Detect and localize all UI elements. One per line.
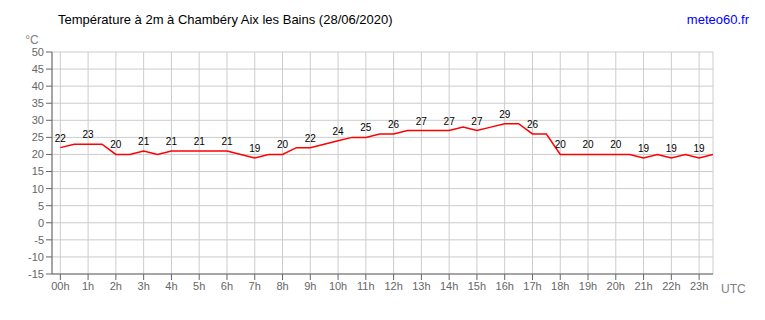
svg-text:22: 22 — [55, 133, 67, 144]
svg-text:00h: 00h — [51, 280, 69, 292]
svg-text:40: 40 — [32, 80, 44, 92]
svg-text:20: 20 — [582, 139, 594, 150]
svg-text:4h: 4h — [165, 280, 177, 292]
svg-text:20: 20 — [555, 139, 567, 150]
svg-text:18h: 18h — [551, 280, 569, 292]
svg-text:2h: 2h — [110, 280, 122, 292]
svg-text:15h: 15h — [468, 280, 486, 292]
svg-text:22h: 22h — [662, 280, 680, 292]
svg-text:19h: 19h — [579, 280, 597, 292]
svg-text:50: 50 — [32, 46, 44, 58]
svg-text:20: 20 — [277, 139, 289, 150]
svg-text:21: 21 — [166, 136, 178, 147]
svg-text:21h: 21h — [634, 280, 652, 292]
svg-text:-10: -10 — [28, 251, 44, 263]
svg-text:23: 23 — [83, 129, 95, 140]
svg-text:7h: 7h — [249, 280, 261, 292]
svg-text:17h: 17h — [523, 280, 541, 292]
svg-text:°C: °C — [25, 33, 39, 47]
svg-text:21: 21 — [138, 136, 150, 147]
svg-text:13h: 13h — [412, 280, 430, 292]
svg-text:-15: -15 — [28, 268, 44, 280]
svg-text:23h: 23h — [690, 280, 708, 292]
svg-text:9h: 9h — [304, 280, 316, 292]
svg-text:19: 19 — [249, 143, 261, 154]
svg-text:1h: 1h — [82, 280, 94, 292]
svg-text:29: 29 — [499, 109, 511, 120]
svg-text:0: 0 — [38, 217, 44, 229]
svg-text:20: 20 — [610, 139, 622, 150]
svg-text:19: 19 — [638, 143, 650, 154]
html-text:meteo60.fr: meteo60.fr — [686, 11, 749, 27]
svg-text:24: 24 — [333, 126, 345, 137]
svg-text:5h: 5h — [193, 280, 205, 292]
svg-text:19: 19 — [666, 143, 678, 154]
svg-text:20h: 20h — [607, 280, 625, 292]
svg-text:20: 20 — [110, 139, 122, 150]
svg-text:21: 21 — [194, 136, 206, 147]
svg-text:16h: 16h — [496, 280, 514, 292]
html-text:Température à 2m à Chambéry Ai: Température à 2m à Chambéry Aix les Bain… — [58, 11, 393, 27]
svg-text:27: 27 — [416, 116, 428, 127]
svg-text:45: 45 — [32, 63, 44, 75]
svg-text:26: 26 — [388, 119, 400, 130]
svg-text:20: 20 — [32, 148, 44, 160]
svg-text:15: 15 — [32, 165, 44, 177]
svg-text:27: 27 — [471, 116, 483, 127]
svg-text:-5: -5 — [34, 234, 44, 246]
svg-text:22: 22 — [305, 133, 317, 144]
svg-text:11h: 11h — [357, 280, 375, 292]
svg-text:3h: 3h — [138, 280, 150, 292]
svg-text:8h: 8h — [276, 280, 288, 292]
svg-text:25: 25 — [32, 131, 44, 143]
svg-text:UTC: UTC — [721, 282, 746, 296]
svg-text:10: 10 — [32, 183, 44, 195]
svg-text:35: 35 — [32, 97, 44, 109]
svg-text:30: 30 — [32, 114, 44, 126]
svg-text:5: 5 — [38, 200, 44, 212]
svg-text:10h: 10h — [329, 280, 347, 292]
svg-text:14h: 14h — [440, 280, 458, 292]
svg-text:6h: 6h — [221, 280, 233, 292]
svg-text:25: 25 — [360, 122, 372, 133]
svg-text:21: 21 — [221, 136, 233, 147]
svg-text:26: 26 — [527, 119, 539, 130]
svg-text:19: 19 — [694, 143, 706, 154]
svg-text:27: 27 — [444, 116, 456, 127]
svg-text:12h: 12h — [384, 280, 402, 292]
